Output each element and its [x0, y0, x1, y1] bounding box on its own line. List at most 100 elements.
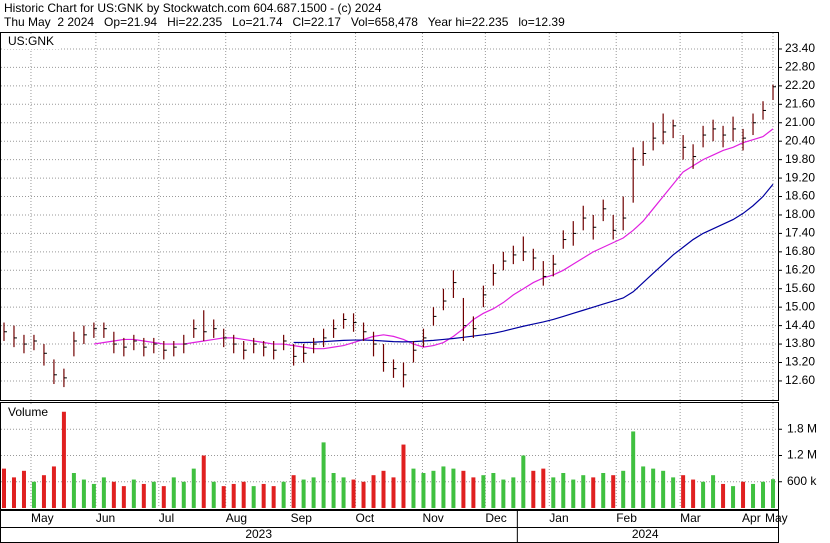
volume-bar [141, 483, 146, 508]
x-tick-label: May [31, 511, 54, 525]
volume-bar [321, 442, 326, 508]
volume-bar [531, 470, 536, 508]
volume-bar [491, 473, 496, 508]
volume-bar [601, 473, 606, 508]
volume-bar [11, 477, 16, 508]
volume-bar [291, 475, 296, 508]
symbol-label: US:GNK [8, 34, 54, 48]
volume-bar [221, 486, 226, 508]
volume-bar [201, 455, 206, 508]
label-bg [4, 405, 58, 419]
volume-bar [441, 466, 446, 508]
year-label: 2024 [632, 527, 659, 541]
volume-bar [191, 468, 196, 508]
y-tick-label: 18.00 [785, 207, 815, 221]
volume-bar [451, 468, 456, 508]
volume-bar [731, 486, 736, 508]
volume-bar [271, 486, 276, 508]
volume-bar [541, 468, 546, 508]
volume-bar [261, 483, 266, 508]
x-tick-label: Nov [422, 511, 443, 525]
y-tick-label: 15.00 [785, 299, 815, 313]
x-tick-label: Feb [616, 511, 637, 525]
volume-bar [721, 483, 726, 508]
volume-bar [171, 477, 176, 508]
volume-bar [21, 470, 26, 508]
volume-bar [181, 481, 186, 508]
volume-bar [761, 481, 766, 508]
volume-bar [231, 483, 236, 508]
volume-bar [301, 479, 306, 508]
header-line: Historic Chart for US:GNK by Stockwatch.… [4, 1, 382, 15]
y-tick-label: 16.80 [785, 244, 815, 258]
y-tick-label: 21.60 [785, 96, 815, 110]
volume-bar [771, 479, 776, 508]
volume-bar [381, 470, 386, 508]
y-tick-label: 19.80 [785, 152, 815, 166]
volume-bar [621, 470, 626, 508]
volume-bar [251, 486, 256, 508]
x-tick-label: Aug [226, 511, 247, 525]
header-line: Thu May 2 2024 Op=21.94 Hi=22.235 Lo=21.… [4, 15, 565, 29]
volume-bar [661, 470, 666, 508]
x-tick-label: Jul [159, 511, 174, 525]
y-tick-label: 13.80 [785, 336, 815, 350]
volume-bar [311, 477, 316, 508]
volume-bar [401, 444, 406, 508]
volume-bar [351, 479, 356, 508]
volume-bar [671, 477, 676, 508]
y-tick-label: 14.40 [785, 318, 815, 332]
volume-bar [751, 483, 756, 508]
y-tick-label: 18.60 [785, 189, 815, 203]
volume-bar [741, 481, 746, 508]
y-tick-label: 23.40 [785, 41, 815, 55]
y-tick-label: 16.20 [785, 262, 815, 276]
volume-bar [91, 483, 96, 508]
volume-bar [81, 479, 86, 508]
x-tick-label: Dec [485, 511, 506, 525]
volume-bar [461, 470, 466, 508]
volume-bar [281, 481, 286, 508]
y-tick-label: 15.60 [785, 281, 815, 295]
volume-bar [421, 473, 426, 508]
x-tick-label: Mar [680, 511, 701, 525]
x-tick-label: Jan [549, 511, 568, 525]
volume-bar [471, 477, 476, 508]
volume-bar [631, 431, 636, 508]
volume-bar [121, 486, 126, 508]
label-bg [4, 35, 60, 49]
v-tick-label: 600 k [787, 474, 817, 488]
x-tick-label: Sep [291, 511, 313, 525]
volume-bar [51, 466, 56, 508]
volume-bar [61, 411, 66, 508]
volume-bar [391, 477, 396, 508]
volume-bar [111, 481, 116, 508]
volume-bar [561, 473, 566, 508]
volume-bar [161, 486, 166, 508]
volume-bar [211, 481, 216, 508]
x-tick-label: Apr [742, 511, 761, 525]
volume-bar [611, 475, 616, 508]
volume-bar [1, 468, 6, 508]
volume-bar [371, 475, 376, 508]
y-tick-label: 22.80 [785, 60, 815, 74]
v-tick-label: 1.8 M [787, 421, 817, 435]
volume-bar [411, 468, 416, 508]
volume-bar [551, 477, 556, 508]
x-tick-label: Jun [96, 511, 115, 525]
volume-bar [591, 477, 596, 508]
volume-bar [431, 470, 436, 508]
y-tick-label: 13.20 [785, 355, 815, 369]
volume-bar [511, 477, 516, 508]
volume-bar [581, 475, 586, 508]
volume-bar [101, 477, 106, 508]
y-tick-label: 20.40 [785, 133, 815, 147]
year-label: 2023 [245, 527, 272, 541]
volume-bar [241, 481, 246, 508]
volume-bar [481, 475, 486, 508]
volume-bar [691, 479, 696, 508]
y-tick-label: 22.20 [785, 78, 815, 92]
y-tick-label: 12.60 [785, 373, 815, 387]
